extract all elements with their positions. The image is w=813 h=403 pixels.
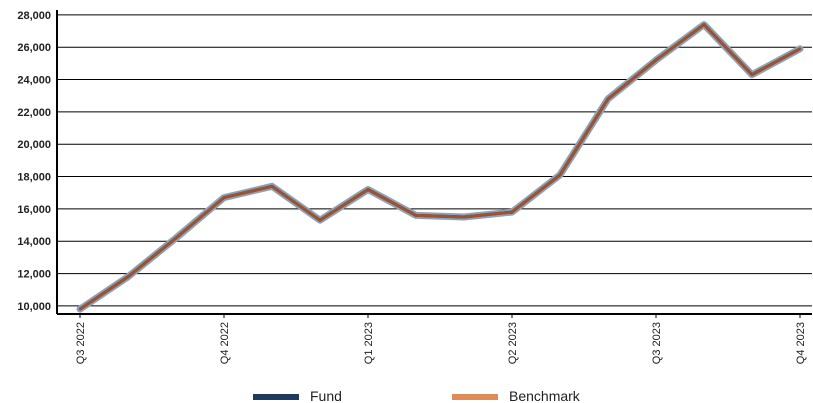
x-tick-label: Q2 2023 xyxy=(507,322,519,364)
legend-label-fund: Fund xyxy=(310,388,342,403)
data-point-benchmark xyxy=(606,97,610,101)
legend-item-benchmark: Benchmark xyxy=(452,388,581,403)
series-line-fund-halo xyxy=(76,21,804,313)
series-lines xyxy=(76,21,804,313)
data-point-benchmark xyxy=(750,73,754,76)
data-point-benchmark xyxy=(414,214,418,217)
data-point-benchmark xyxy=(174,236,178,240)
data-point-benchmark xyxy=(798,47,802,51)
data-point-benchmark xyxy=(558,173,562,177)
data-point-benchmark xyxy=(222,196,226,199)
legend-label-benchmark: Benchmark xyxy=(509,388,581,403)
data-point-benchmark xyxy=(366,188,370,191)
y-tick-label: 18,000 xyxy=(17,172,51,184)
y-tick-label: 14,000 xyxy=(17,236,51,248)
legend-item-fund: Fund xyxy=(253,388,342,403)
data-point-benchmark xyxy=(270,185,274,188)
y-tick-label: 28,000 xyxy=(17,10,51,22)
data-point-benchmark xyxy=(510,210,514,214)
legend-swatch-benchmark xyxy=(452,394,498,400)
y-tick-label: 16,000 xyxy=(17,204,51,216)
data-point-benchmark xyxy=(702,23,706,26)
x-tick-label: Q3 2023 xyxy=(651,322,663,364)
y-tick-label: 10,000 xyxy=(17,301,51,313)
gridlines xyxy=(58,14,812,307)
x-axis-ticks: Q3 2022 Q4 2022 Q1 2023 Q2 2023 Q3 2023 Q4 20… xyxy=(75,314,807,364)
y-tick-label: 20,000 xyxy=(17,139,51,151)
x-tick-label: Q4 2022 xyxy=(219,322,231,364)
series-line-benchmark xyxy=(79,23,801,311)
y-tick-label: 24,000 xyxy=(17,75,51,87)
x-tick-label: Q3 2022 xyxy=(75,322,87,364)
y-tick-label: 22,000 xyxy=(17,107,51,119)
data-point-benchmark xyxy=(462,215,466,219)
data-point-benchmark xyxy=(126,275,130,279)
y-tick-label: 12,000 xyxy=(17,269,51,281)
y-axis-ticks: 10,000 12,000 14,000 16,000 18,000 20,000 22,0… xyxy=(17,10,51,313)
legend: Fund Benchmark xyxy=(253,388,581,403)
series-line-fund xyxy=(79,23,801,311)
data-point-benchmark xyxy=(318,219,322,222)
legend-swatch-fund xyxy=(253,394,299,400)
y-tick-label: 26,000 xyxy=(17,42,51,54)
x-tick-label: Q1 2023 xyxy=(363,322,375,364)
data-point-benchmark xyxy=(654,58,658,62)
data-point-benchmark xyxy=(78,307,82,311)
x-tick-label: Q4 2023 xyxy=(795,322,807,364)
